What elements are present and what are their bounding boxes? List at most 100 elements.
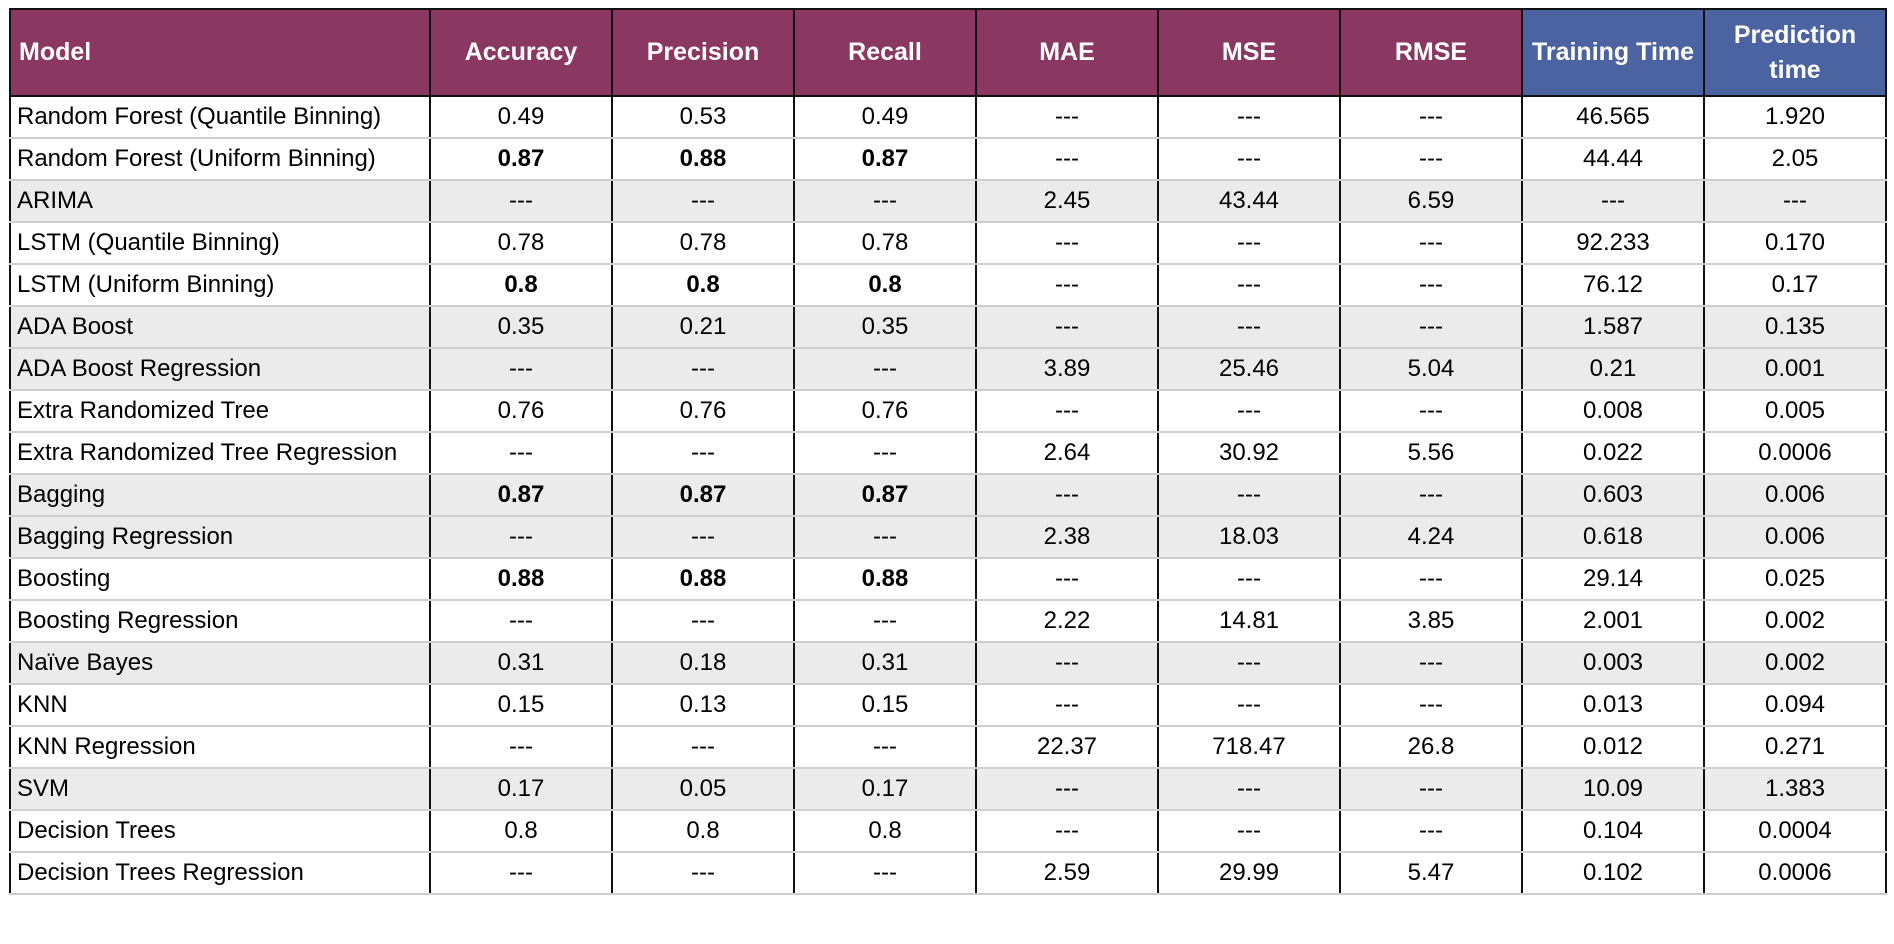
cell-model: Extra Randomized Tree	[9, 390, 431, 433]
cell-prediction-time: 1.383	[1703, 768, 1887, 811]
table-row: ARIMA --- --- --- 2.45 43.44 6.59 --- ---	[9, 180, 1887, 223]
cell-accuracy: ---	[429, 348, 613, 391]
cell-recall: 0.88	[793, 558, 977, 601]
header-mae: MAE	[975, 8, 1159, 97]
cell-accuracy: ---	[429, 852, 613, 895]
table-row: Naïve Bayes 0.31 0.18 0.31 --- --- --- 0.003 0.0…	[9, 642, 1887, 685]
cell-rmse: ---	[1339, 138, 1523, 181]
cell-mse: 14.81	[1157, 600, 1341, 643]
cell-recall: ---	[793, 180, 977, 223]
cell-mae: ---	[975, 222, 1159, 265]
cell-mse: 25.46	[1157, 348, 1341, 391]
cell-prediction-time: 0.005	[1703, 390, 1887, 433]
cell-training-time: 29.14	[1521, 558, 1705, 601]
cell-training-time: 46.565	[1521, 96, 1705, 139]
header-training-time: Training Time	[1521, 8, 1705, 97]
cell-mse: ---	[1157, 810, 1341, 853]
cell-accuracy: 0.78	[429, 222, 613, 265]
cell-rmse: 6.59	[1339, 180, 1523, 223]
table-row: Random Forest (Uniform Binning) 0.87 0.88 0…	[9, 138, 1887, 181]
cell-recall: ---	[793, 852, 977, 895]
cell-model: ARIMA	[9, 180, 431, 223]
cell-training-time: 44.44	[1521, 138, 1705, 181]
cell-prediction-time: 0.135	[1703, 306, 1887, 349]
cell-training-time: ---	[1521, 180, 1705, 223]
cell-precision: ---	[611, 852, 795, 895]
cell-mse: ---	[1157, 390, 1341, 433]
cell-prediction-time: 0.001	[1703, 348, 1887, 391]
cell-prediction-time: 0.17	[1703, 264, 1887, 307]
cell-model: Random Forest (Quantile Binning)	[9, 96, 431, 139]
cell-model: KNN	[9, 684, 431, 727]
cell-rmse: 5.47	[1339, 852, 1523, 895]
cell-precision: 0.8	[611, 810, 795, 853]
cell-model: Bagging	[9, 474, 431, 517]
cell-training-time: 2.001	[1521, 600, 1705, 643]
cell-model: Random Forest (Uniform Binning)	[9, 138, 431, 181]
cell-prediction-time: 0.0004	[1703, 810, 1887, 853]
cell-precision: 0.76	[611, 390, 795, 433]
cell-rmse: ---	[1339, 474, 1523, 517]
cell-accuracy: ---	[429, 516, 613, 559]
cell-mae: 2.64	[975, 432, 1159, 475]
cell-prediction-time: 2.05	[1703, 138, 1887, 181]
cell-precision: 0.53	[611, 96, 795, 139]
cell-recall: 0.8	[793, 264, 977, 307]
header-recall: Recall	[793, 8, 977, 97]
table-row: KNN Regression --- --- --- 22.37 718.47 26.8 0.…	[9, 726, 1887, 769]
cell-mae: ---	[975, 642, 1159, 685]
cell-mae: 22.37	[975, 726, 1159, 769]
cell-accuracy: 0.15	[429, 684, 613, 727]
cell-precision: 0.87	[611, 474, 795, 517]
cell-precision: 0.13	[611, 684, 795, 727]
cell-rmse: ---	[1339, 642, 1523, 685]
cell-accuracy: 0.87	[429, 474, 613, 517]
cell-training-time: 0.104	[1521, 810, 1705, 853]
table-row: Extra Randomized Tree 0.76 0.76 0.76 --- --- -…	[9, 390, 1887, 433]
cell-rmse: 4.24	[1339, 516, 1523, 559]
cell-accuracy: 0.8	[429, 810, 613, 853]
cell-mse: 29.99	[1157, 852, 1341, 895]
table-row: Bagging 0.87 0.87 0.87 --- --- --- 0.603 0.006	[9, 474, 1887, 517]
cell-training-time: 0.008	[1521, 390, 1705, 433]
cell-accuracy: 0.88	[429, 558, 613, 601]
cell-mse: ---	[1157, 264, 1341, 307]
cell-prediction-time: 0.006	[1703, 474, 1887, 517]
cell-mae: ---	[975, 810, 1159, 853]
cell-prediction-time: 0.025	[1703, 558, 1887, 601]
cell-training-time: 92.233	[1521, 222, 1705, 265]
cell-training-time: 0.618	[1521, 516, 1705, 559]
cell-rmse: ---	[1339, 558, 1523, 601]
cell-precision: 0.21	[611, 306, 795, 349]
cell-precision: 0.88	[611, 558, 795, 601]
cell-prediction-time: 0.002	[1703, 600, 1887, 643]
cell-precision: ---	[611, 516, 795, 559]
header-row: Model Accuracy Precision Recall MAE MSE …	[9, 8, 1887, 97]
cell-model: ADA Boost	[9, 306, 431, 349]
cell-recall: ---	[793, 726, 977, 769]
cell-mse: ---	[1157, 96, 1341, 139]
cell-training-time: 76.12	[1521, 264, 1705, 307]
cell-accuracy: 0.17	[429, 768, 613, 811]
cell-model: Decision Trees Regression	[9, 852, 431, 895]
cell-precision: ---	[611, 180, 795, 223]
cell-mae: 2.22	[975, 600, 1159, 643]
cell-recall: ---	[793, 600, 977, 643]
cell-rmse: 3.85	[1339, 600, 1523, 643]
table-row: Random Forest (Quantile Binning) 0.49 0.53…	[9, 96, 1887, 139]
cell-model: Bagging Regression	[9, 516, 431, 559]
cell-recall: ---	[793, 348, 977, 391]
table-row: Boosting Regression --- --- --- 2.22 14.81 3.8…	[9, 600, 1887, 643]
cell-prediction-time: 0.0006	[1703, 432, 1887, 475]
cell-mse: ---	[1157, 642, 1341, 685]
cell-prediction-time: 0.094	[1703, 684, 1887, 727]
table-row: SVM 0.17 0.05 0.17 --- --- --- 10.09 1.383	[9, 768, 1887, 811]
header-model: Model	[9, 8, 431, 97]
header-precision: Precision	[611, 8, 795, 97]
cell-mae: ---	[975, 96, 1159, 139]
cell-rmse: 5.56	[1339, 432, 1523, 475]
header-accuracy: Accuracy	[429, 8, 613, 97]
cell-rmse: ---	[1339, 810, 1523, 853]
cell-prediction-time: ---	[1703, 180, 1887, 223]
cell-model: KNN Regression	[9, 726, 431, 769]
